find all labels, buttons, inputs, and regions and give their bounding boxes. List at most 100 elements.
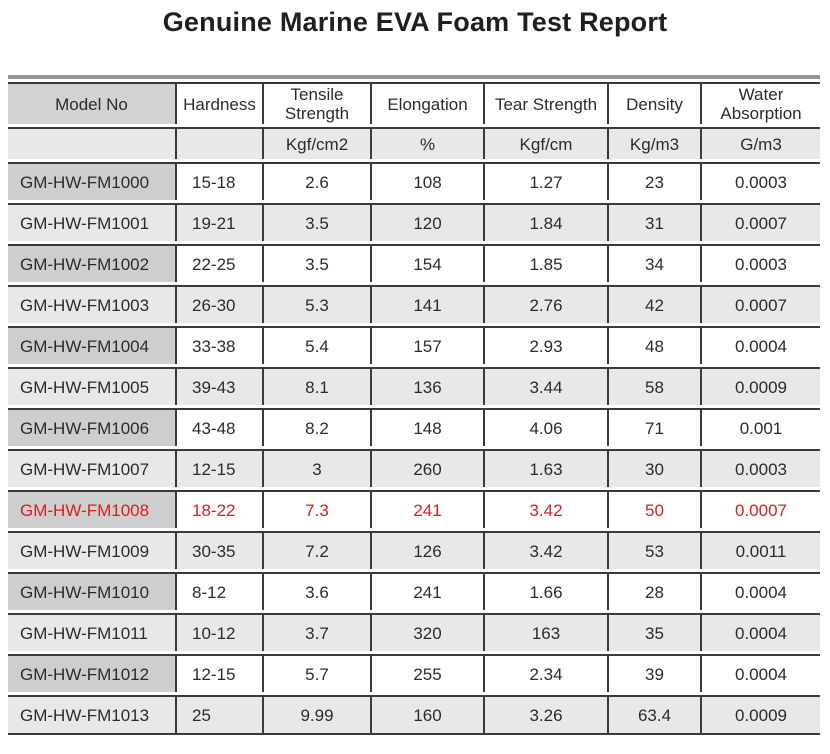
column-unit-model (8, 127, 175, 159)
cell-tensile: 3.5 (262, 203, 370, 241)
cell-water: 0.0007 (700, 490, 820, 528)
cell-hardness: 33-38 (175, 326, 262, 364)
table-row-highlighted: GM-HW-FM1008 18-22 7.3 241 3.42 50 0.0007 (8, 490, 820, 528)
cell-tensile: 9.99 (262, 695, 370, 735)
cell-tear: 2.34 (483, 654, 607, 692)
test-report-table: Model No Hardness Tensile Strength Elongati… (8, 75, 820, 738)
cell-density: 30 (607, 449, 700, 487)
cell-model: GM-HW-FM1002 (8, 244, 175, 282)
column-header-tear: Tear Strength (483, 82, 607, 124)
cell-tear: 4.06 (483, 408, 607, 446)
cell-water: 0.0004 (700, 613, 820, 651)
cell-tear: 3.44 (483, 367, 607, 405)
cell-water: 0.0004 (700, 572, 820, 610)
cell-model: GM-HW-FM1000 (8, 162, 175, 200)
cell-water: 0.0007 (700, 203, 820, 241)
cell-tensile: 8.1 (262, 367, 370, 405)
column-unit-water: G/m3 (700, 127, 820, 159)
table-head: Model No Hardness Tensile Strength Elongati… (8, 82, 820, 159)
cell-density: 53 (607, 531, 700, 569)
table-row: GM-HW-FM1011 10-12 3.7 320 163 35 0.0004 (8, 613, 820, 651)
cell-tear: 3.42 (483, 531, 607, 569)
column-header-density: Density (607, 82, 700, 124)
column-header-water: Water Absorption (700, 82, 820, 124)
cell-model: GM-HW-FM1003 (8, 285, 175, 323)
cell-density: 63.4 (607, 695, 700, 735)
table-row: GM-HW-FM1012 12-15 5.7 255 2.34 39 0.0004 (8, 654, 820, 692)
cell-model: GM-HW-FM1007 (8, 449, 175, 487)
cell-tensile: 5.3 (262, 285, 370, 323)
cell-water: 0.0003 (700, 244, 820, 282)
cell-tear: 1.85 (483, 244, 607, 282)
cell-water: 0.0004 (700, 654, 820, 692)
cell-model: GM-HW-FM1010 (8, 572, 175, 610)
cell-density: 23 (607, 162, 700, 200)
table-row: GM-HW-FM1007 12-15 3 260 1.63 30 0.0003 (8, 449, 820, 487)
column-unit-density: Kg/m3 (607, 127, 700, 159)
cell-model: GM-HW-FM1011 (8, 613, 175, 651)
cell-tensile: 2.6 (262, 162, 370, 200)
cell-elongation: 157 (370, 326, 483, 364)
table-row: GM-HW-FM1003 26-30 5.3 141 2.76 42 0.0007 (8, 285, 820, 323)
cell-density: 50 (607, 490, 700, 528)
cell-density: 58 (607, 367, 700, 405)
table-row: GM-HW-FM1001 19-21 3.5 120 1.84 31 0.0007 (8, 203, 820, 241)
cell-elongation: 126 (370, 531, 483, 569)
cell-elongation: 148 (370, 408, 483, 446)
cell-tensile: 7.2 (262, 531, 370, 569)
cell-tear: 163 (483, 613, 607, 651)
cell-water: 0.0009 (700, 367, 820, 405)
cell-elongation: 260 (370, 449, 483, 487)
cell-elongation: 241 (370, 490, 483, 528)
column-header-hardness: Hardness (175, 82, 262, 124)
cell-hardness: 10-12 (175, 613, 262, 651)
cell-model: GM-HW-FM1001 (8, 203, 175, 241)
cell-tensile: 7.3 (262, 490, 370, 528)
cell-hardness: 18-22 (175, 490, 262, 528)
cell-tensile: 3.6 (262, 572, 370, 610)
cell-elongation: 160 (370, 695, 483, 735)
cell-tear: 1.66 (483, 572, 607, 610)
cell-elongation: 241 (370, 572, 483, 610)
table-row: GM-HW-FM1013 25 9.99 160 3.26 63.4 0.0009 (8, 695, 820, 735)
cell-elongation: 320 (370, 613, 483, 651)
cell-model: GM-HW-FM1013 (8, 695, 175, 735)
cell-elongation: 255 (370, 654, 483, 692)
report-page: Genuine Marine EVA Foam Test Report Mode… (0, 7, 830, 738)
cell-water: 0.0003 (700, 449, 820, 487)
cell-water: 0.0009 (700, 695, 820, 735)
cell-tear: 1.63 (483, 449, 607, 487)
table-row: GM-HW-FM1000 15-18 2.6 108 1.27 23 0.0003 (8, 162, 820, 200)
cell-water: 0.0011 (700, 531, 820, 569)
cell-elongation: 120 (370, 203, 483, 241)
page-title: Genuine Marine EVA Foam Test Report (162, 7, 668, 37)
cell-tensile: 3.5 (262, 244, 370, 282)
cell-density: 28 (607, 572, 700, 610)
cell-elongation: 154 (370, 244, 483, 282)
cell-elongation: 136 (370, 367, 483, 405)
cell-hardness: 43-48 (175, 408, 262, 446)
cell-model: GM-HW-FM1004 (8, 326, 175, 364)
column-unit-hardness (175, 127, 262, 159)
table-body: GM-HW-FM1000 15-18 2.6 108 1.27 23 0.0003 GM-HW… (8, 162, 820, 735)
table-row: GM-HW-FM1006 43-48 8.2 148 4.06 71 0.001 (8, 408, 820, 446)
cell-hardness: 12-15 (175, 449, 262, 487)
cell-density: 48 (607, 326, 700, 364)
column-header-tensile: Tensile Strength (262, 82, 370, 124)
cell-density: 39 (607, 654, 700, 692)
column-unit-elongation: % (370, 127, 483, 159)
cell-density: 71 (607, 408, 700, 446)
cell-tear: 1.84 (483, 203, 607, 241)
cell-tensile: 3 (262, 449, 370, 487)
units-row: Kgf/cm2% Kgf/cm Kg/m3 G/m3 (8, 127, 820, 159)
cell-hardness: 19-21 (175, 203, 262, 241)
cell-hardness: 30-35 (175, 531, 262, 569)
cell-tear: 1.27 (483, 162, 607, 200)
cell-hardness: 25 (175, 695, 262, 735)
header-row: Model No Hardness Tensile Strength Elongati… (8, 82, 820, 124)
cell-hardness: 39-43 (175, 367, 262, 405)
cell-tensile: 8.2 (262, 408, 370, 446)
cell-density: 34 (607, 244, 700, 282)
cell-tensile: 5.7 (262, 654, 370, 692)
cell-tensile: 5.4 (262, 326, 370, 364)
